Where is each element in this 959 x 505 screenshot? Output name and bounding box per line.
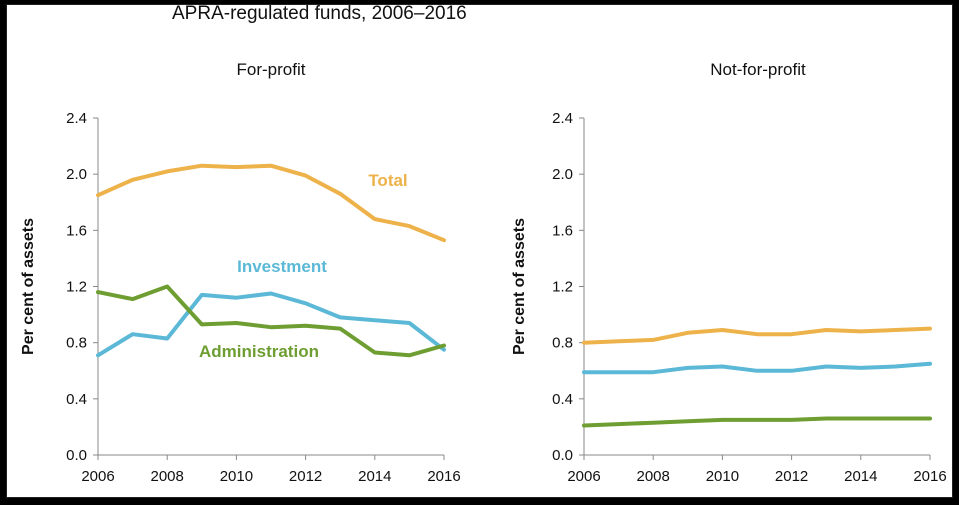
x-tick-label: 2006 xyxy=(81,468,114,485)
y-tick-label: 2.4 xyxy=(66,110,87,127)
y-tick-label: 2.4 xyxy=(552,110,573,127)
y-tick-label: 1.2 xyxy=(66,279,87,296)
x-tick-label: 2012 xyxy=(775,468,808,485)
y-tick-label: 0.4 xyxy=(66,391,87,408)
y-tick-label: 1.6 xyxy=(66,222,87,239)
series-line-1 xyxy=(96,291,446,358)
y-tick-label: 0.0 xyxy=(66,447,87,464)
series-line-1 xyxy=(582,361,932,375)
x-tick-label: 2016 xyxy=(427,468,460,485)
series-line-2 xyxy=(96,284,446,358)
series-line-2 xyxy=(582,416,932,428)
x-tick-label: 2014 xyxy=(844,468,877,485)
series-label: Total xyxy=(368,171,407,190)
x-tick-label: 2010 xyxy=(220,468,253,485)
x-tick-label: 2016 xyxy=(913,468,946,485)
x-tick-label: 2008 xyxy=(151,468,184,485)
chart-panel-1: Not-for-profit Per cent of assets 0.0 0.4 0.… xyxy=(511,60,947,485)
y-tick-label: 0.8 xyxy=(552,335,573,352)
chart-title: APRA-regulated funds, 2006–2016 xyxy=(172,3,467,24)
series-line-0 xyxy=(96,163,446,243)
y-tick-label: 2.0 xyxy=(552,166,573,183)
chart-frame xyxy=(6,4,953,498)
x-tick-label: 2012 xyxy=(289,468,322,485)
y-tick-label: 1.2 xyxy=(552,279,573,296)
panel-title: For-profit xyxy=(237,60,306,79)
x-tick-label: 2008 xyxy=(637,468,670,485)
y-axis-label: Per cent of assets xyxy=(20,218,37,355)
y-tick-label: 0.8 xyxy=(66,335,87,352)
x-tick-label: 2006 xyxy=(567,468,600,485)
y-tick-label: 0.4 xyxy=(552,391,573,408)
series-label: Investment xyxy=(237,257,327,276)
series-label: Administration xyxy=(199,342,319,361)
y-tick-label: 2.0 xyxy=(66,166,87,183)
panel-title: Not-for-profit xyxy=(710,60,806,79)
y-tick-label: 0.0 xyxy=(552,447,573,464)
x-tick-label: 2010 xyxy=(706,468,739,485)
y-tick-label: 1.6 xyxy=(552,222,573,239)
series-line-0 xyxy=(582,326,932,345)
chart-panel-0: For-profit Per cent of assets 0.0 0.4 0.8 1.2… xyxy=(20,60,461,485)
x-tick-label: 2014 xyxy=(358,468,391,485)
y-axis-label: Per cent of assets xyxy=(511,218,528,355)
